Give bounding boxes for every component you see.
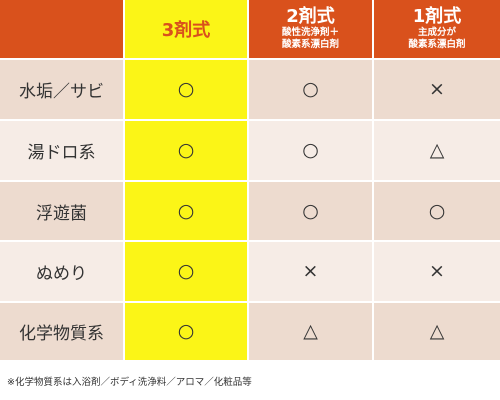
cross-mark: × <box>429 78 445 100</box>
row-label: 浮遊菌 <box>36 203 87 224</box>
row-label-cell: 化学物質系 <box>0 303 125 362</box>
two-agent-cell: ○ <box>249 121 374 182</box>
circle-mark: ○ <box>177 320 195 342</box>
header-1-agent-label: 1剤式 <box>412 6 462 27</box>
header-1-agent-sub2: 酸素系漂白剤 <box>408 39 466 50</box>
footnote: ※化学物質系は入浴剤／ボディ洗浄料／アロマ／化粧品等 <box>7 377 252 388</box>
one-agent-cell: ○ <box>374 182 500 242</box>
row-label: 水垢／サビ <box>19 82 104 102</box>
row-label-cell: ぬめり <box>0 242 125 303</box>
circle-mark: ○ <box>177 199 195 222</box>
header-2-agent: 2剤式 酸性洗浄剤＋ 酸素系漂白剤 <box>249 0 374 60</box>
triangle-mark: △ <box>429 320 445 342</box>
one-agent-cell: × <box>374 60 500 121</box>
circle-mark: ○ <box>177 78 195 100</box>
three-agent-cell: ○ <box>125 121 249 182</box>
comparison-table: 3剤式 2剤式 酸性洗浄剤＋ 酸素系漂白剤 1剤式 主成分が 酸素系漂白剤 水垢… <box>0 0 500 362</box>
circle-mark: ○ <box>428 199 446 222</box>
row-label-cell: 水垢／サビ <box>0 60 125 121</box>
row-label: 湯ドロ系 <box>27 143 96 163</box>
circle-mark: ○ <box>177 139 195 161</box>
circle-mark: ○ <box>302 78 319 100</box>
header-empty-cell <box>0 0 125 60</box>
header-3-agent: 3剤式 <box>125 0 249 60</box>
header-3-agent-label: 3剤式 <box>161 20 211 41</box>
two-agent-cell: ○ <box>249 182 374 242</box>
header-1-agent-sub1: 主成分が <box>417 27 456 38</box>
cross-mark: × <box>302 260 319 282</box>
row-label: ぬめり <box>36 264 87 284</box>
header-1-agent: 1剤式 主成分が 酸素系漂白剤 <box>374 0 500 60</box>
header-2-agent-sub1: 酸性洗浄剤＋ <box>281 27 339 38</box>
circle-mark: ○ <box>302 199 319 222</box>
three-agent-cell: ○ <box>125 60 249 121</box>
triangle-mark: △ <box>303 320 318 342</box>
circle-mark: ○ <box>302 139 319 161</box>
cross-mark: × <box>429 260 445 282</box>
row-label-cell: 浮遊菌 <box>0 182 125 242</box>
one-agent-cell: △ <box>374 303 500 362</box>
two-agent-cell: ○ <box>249 60 374 121</box>
header-2-agent-label: 2剤式 <box>286 6 335 27</box>
row-label: 化学物質系 <box>19 324 104 344</box>
two-agent-cell: × <box>249 242 374 303</box>
row-label-cell: 湯ドロ系 <box>0 121 125 182</box>
three-agent-cell: ○ <box>125 182 249 242</box>
header-2-agent-sub2: 酸素系漂白剤 <box>281 39 339 50</box>
one-agent-cell: × <box>374 242 500 303</box>
three-agent-cell: ○ <box>125 303 249 362</box>
circle-mark: ○ <box>177 260 195 282</box>
two-agent-cell: △ <box>249 303 374 362</box>
three-agent-cell: ○ <box>125 242 249 303</box>
one-agent-cell: △ <box>374 121 500 182</box>
triangle-mark: △ <box>429 139 445 161</box>
